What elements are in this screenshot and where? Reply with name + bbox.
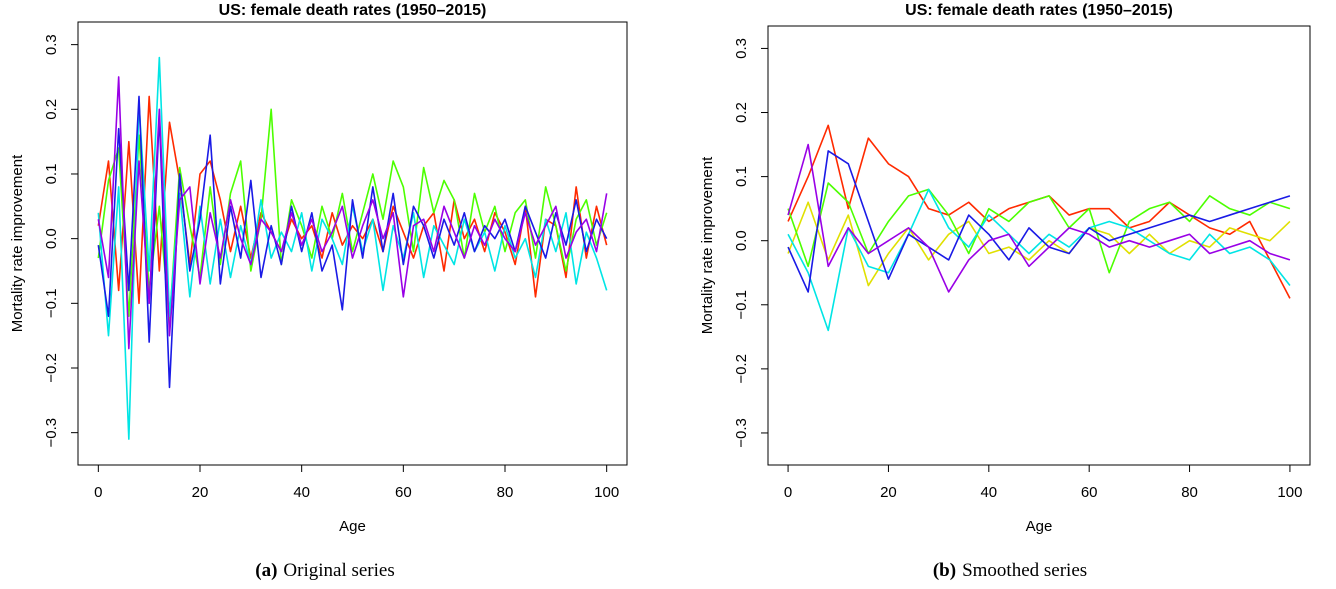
- series-line: [787, 182, 1291, 274]
- y-tick-label: −0.3: [43, 418, 60, 448]
- caption-label: (b): [933, 560, 956, 581]
- caption-label: (a): [255, 560, 277, 581]
- x-tick-label: 40: [980, 484, 997, 501]
- x-tick-label: 60: [395, 484, 412, 501]
- caption: (a) Original series: [255, 560, 394, 581]
- y-tick-label: 0.1: [733, 166, 750, 187]
- x-axis-label: Age: [339, 518, 366, 535]
- chart-title: US: female death rates (1950–2015): [219, 2, 487, 19]
- plot-frame: [767, 25, 1311, 466]
- x-tick-label: 40: [293, 484, 310, 501]
- x-tick-label: 80: [1181, 484, 1198, 501]
- x-tick-label: 60: [1081, 484, 1098, 501]
- series-line: [787, 150, 1291, 293]
- y-tick-label: 0.2: [43, 99, 60, 120]
- y-axis-label: Mortality rate improvement: [699, 156, 716, 334]
- y-tick-label: 0.1: [43, 164, 60, 185]
- plot-area: [97, 56, 608, 440]
- y-tick-label: 0.3: [43, 34, 60, 55]
- y-tick-label: −0.2: [43, 353, 60, 383]
- y-tick-label: 0.2: [733, 102, 750, 123]
- x-tick-label: 100: [594, 484, 619, 501]
- caption: (b) Smoothed series: [933, 560, 1087, 581]
- y-tick-label: −0.1: [43, 289, 60, 319]
- series-line: [787, 124, 1291, 299]
- x-tick-label: 80: [497, 484, 514, 501]
- plot-frame: [77, 21, 628, 466]
- y-tick-label: −0.3: [733, 418, 750, 448]
- x-tick-label: 20: [880, 484, 897, 501]
- series-line: [97, 76, 608, 350]
- y-tick-label: 0.0: [733, 230, 750, 251]
- chart-title: US: female death rates (1950–2015): [905, 2, 1173, 19]
- x-tick-label: 0: [784, 484, 792, 501]
- x-tick-label: 20: [192, 484, 209, 501]
- caption-text: Original series: [283, 560, 394, 581]
- y-tick-label: −0.1: [733, 290, 750, 320]
- caption-text: Smoothed series: [962, 560, 1087, 581]
- y-tick-label: 0.0: [43, 228, 60, 249]
- x-tick-label: 100: [1277, 484, 1302, 501]
- series-line: [787, 143, 1291, 293]
- y-tick-label: −0.2: [733, 354, 750, 384]
- series-line: [97, 95, 608, 389]
- x-axis-label: Age: [1026, 518, 1053, 535]
- chart-panel: US: female death rates (1950–2015) 0 20 40 6…: [699, 2, 1311, 581]
- series-line: [97, 108, 608, 324]
- x-tick-label: 0: [94, 484, 102, 501]
- y-tick-label: 0.3: [733, 38, 750, 59]
- chart-panel: US: female death rates (1950–2015) 0 20 40 6…: [9, 2, 628, 581]
- plot-area: [787, 124, 1291, 332]
- y-axis-label: Mortality rate improvement: [9, 154, 26, 332]
- series-line: [787, 201, 1291, 287]
- series-line: [787, 188, 1291, 332]
